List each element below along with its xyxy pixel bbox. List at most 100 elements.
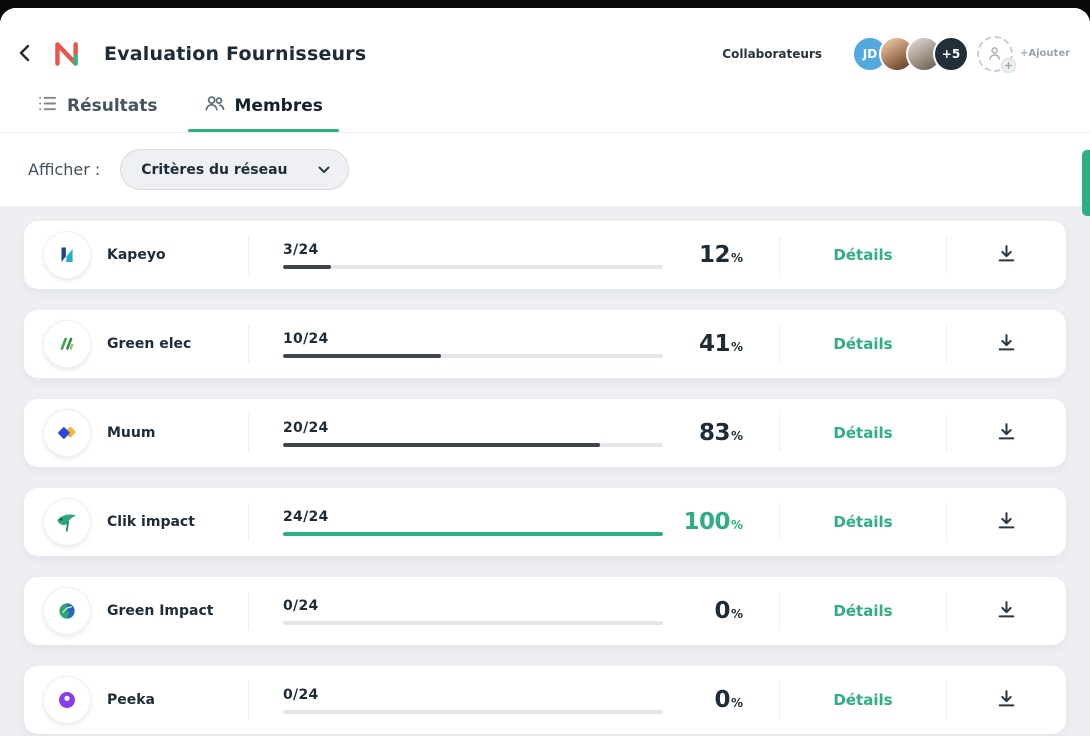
download-icon (996, 688, 1017, 712)
download-button[interactable] (990, 593, 1023, 629)
tabs: Résultats Membres (0, 80, 1090, 132)
avatar-stack: JD +5 (852, 36, 969, 72)
percent-sign: % (730, 518, 743, 532)
scrollbar-thumb[interactable] (1082, 150, 1090, 216)
percent-value: 100 (683, 509, 730, 535)
percent-value: 41 (698, 331, 731, 357)
details-cell: Détails (780, 513, 946, 531)
page-title: Evaluation Fournisseurs (104, 43, 367, 65)
supplier-logo-icon (44, 232, 90, 278)
supplier-row: Peeka 0/24 0% Détails (24, 666, 1066, 734)
download-cell (947, 415, 1066, 451)
progress-fill (283, 531, 663, 536)
details-link[interactable]: Détails (833, 246, 893, 264)
details-link[interactable]: Détails (833, 513, 893, 531)
main-content: Kapeyo 3/24 12% Détails Green e (0, 206, 1090, 736)
download-cell (947, 504, 1066, 540)
divider (248, 236, 249, 274)
progress-bar (283, 264, 663, 269)
divider (779, 592, 780, 630)
header-right: Collaborateurs JD +5 +Ajouter (722, 36, 1071, 73)
divider (946, 236, 947, 274)
progress-fraction: 20/24 (283, 419, 329, 436)
details-cell: Détails (780, 335, 946, 353)
tab-label: Membres (234, 95, 323, 116)
download-cell (947, 593, 1066, 629)
download-cell (947, 682, 1066, 718)
people-icon (204, 94, 225, 117)
progress-cell: 20/24 (283, 420, 663, 447)
supplier-identity: Green Impact (24, 588, 248, 634)
supplier-row: Muum 20/24 83% Détails (24, 399, 1066, 467)
supplier-identity: Peeka (24, 677, 248, 723)
app-logo-icon (44, 31, 90, 77)
divider (946, 592, 947, 630)
percent-value: 0 (714, 687, 730, 713)
avatar-overflow-count[interactable]: +5 (933, 36, 969, 72)
details-cell: Détails (780, 691, 946, 709)
tab-resultats[interactable]: Résultats (38, 94, 158, 132)
plus-badge-icon (1001, 58, 1016, 73)
supplier-identity: Muum (24, 410, 248, 456)
divider (946, 325, 947, 363)
progress-percent: 83% (669, 420, 743, 446)
header-top: Evaluation Fournisseurs Collaborateurs J… (0, 8, 1090, 80)
details-cell: Détails (780, 602, 946, 620)
download-button[interactable] (990, 326, 1023, 362)
progress-bar (283, 531, 663, 536)
criteria-dropdown-value: Critères du réseau (141, 161, 288, 178)
details-cell: Détails (780, 424, 946, 442)
download-icon (996, 599, 1017, 623)
download-button[interactable] (990, 415, 1023, 451)
divider (248, 325, 249, 363)
percent-sign: % (730, 607, 743, 621)
percent-sign: % (730, 696, 743, 710)
supplier-row: Kapeyo 3/24 12% Détails (24, 221, 1066, 289)
progress-percent: 41% (669, 331, 743, 357)
supplier-logo-icon (44, 588, 90, 634)
divider (779, 414, 780, 452)
supplier-row: Clik impact 24/24 100% Détails (24, 488, 1066, 556)
divider (946, 414, 947, 452)
details-link[interactable]: Détails (833, 424, 893, 442)
header: Evaluation Fournisseurs Collaborateurs J… (0, 8, 1090, 133)
download-button[interactable] (990, 237, 1023, 273)
progress-bar (283, 709, 663, 714)
details-link[interactable]: Détails (833, 602, 893, 620)
avatar-count-label: +5 (941, 47, 961, 61)
percent-value: 0 (714, 598, 730, 624)
supplier-logo-icon (44, 677, 90, 723)
supplier-identity: Kapeyo (24, 232, 248, 278)
progress-bar (283, 442, 663, 447)
download-cell (947, 326, 1066, 362)
supplier-name: Green Impact (107, 603, 214, 619)
add-collaborator-label[interactable]: +Ajouter (1020, 48, 1071, 59)
progress-percent: 0% (669, 687, 743, 713)
divider (248, 414, 249, 452)
supplier-row: Green Impact 0/24 0% Détails (24, 577, 1066, 645)
download-icon (996, 510, 1017, 534)
person-plus-icon (987, 45, 1004, 64)
progress-cell: 0/24 (283, 598, 663, 625)
supplier-name: Clik impact (107, 514, 195, 530)
details-link[interactable]: Détails (833, 335, 893, 353)
percent-sign: % (730, 340, 743, 354)
app-window: Evaluation Fournisseurs Collaborateurs J… (0, 8, 1090, 736)
progress-percent: 12% (669, 242, 743, 268)
criteria-dropdown[interactable]: Critères du réseau (120, 149, 349, 190)
progress-fill (283, 264, 331, 269)
download-button[interactable] (990, 682, 1023, 718)
percent-sign: % (730, 429, 743, 443)
chevron-left-icon (17, 44, 31, 65)
filter-label: Afficher : (28, 160, 101, 179)
progress-fill (283, 442, 600, 447)
back-button[interactable] (10, 40, 38, 68)
supplier-name: Muum (107, 425, 156, 441)
download-button[interactable] (990, 504, 1023, 540)
list-icon (38, 95, 57, 117)
supplier-row: Green elec 10/24 41% Détails (24, 310, 1066, 378)
add-collaborator-button[interactable] (977, 36, 1016, 73)
tab-membres[interactable]: Membres (187, 94, 340, 132)
download-icon (996, 332, 1017, 356)
details-link[interactable]: Détails (833, 691, 893, 709)
